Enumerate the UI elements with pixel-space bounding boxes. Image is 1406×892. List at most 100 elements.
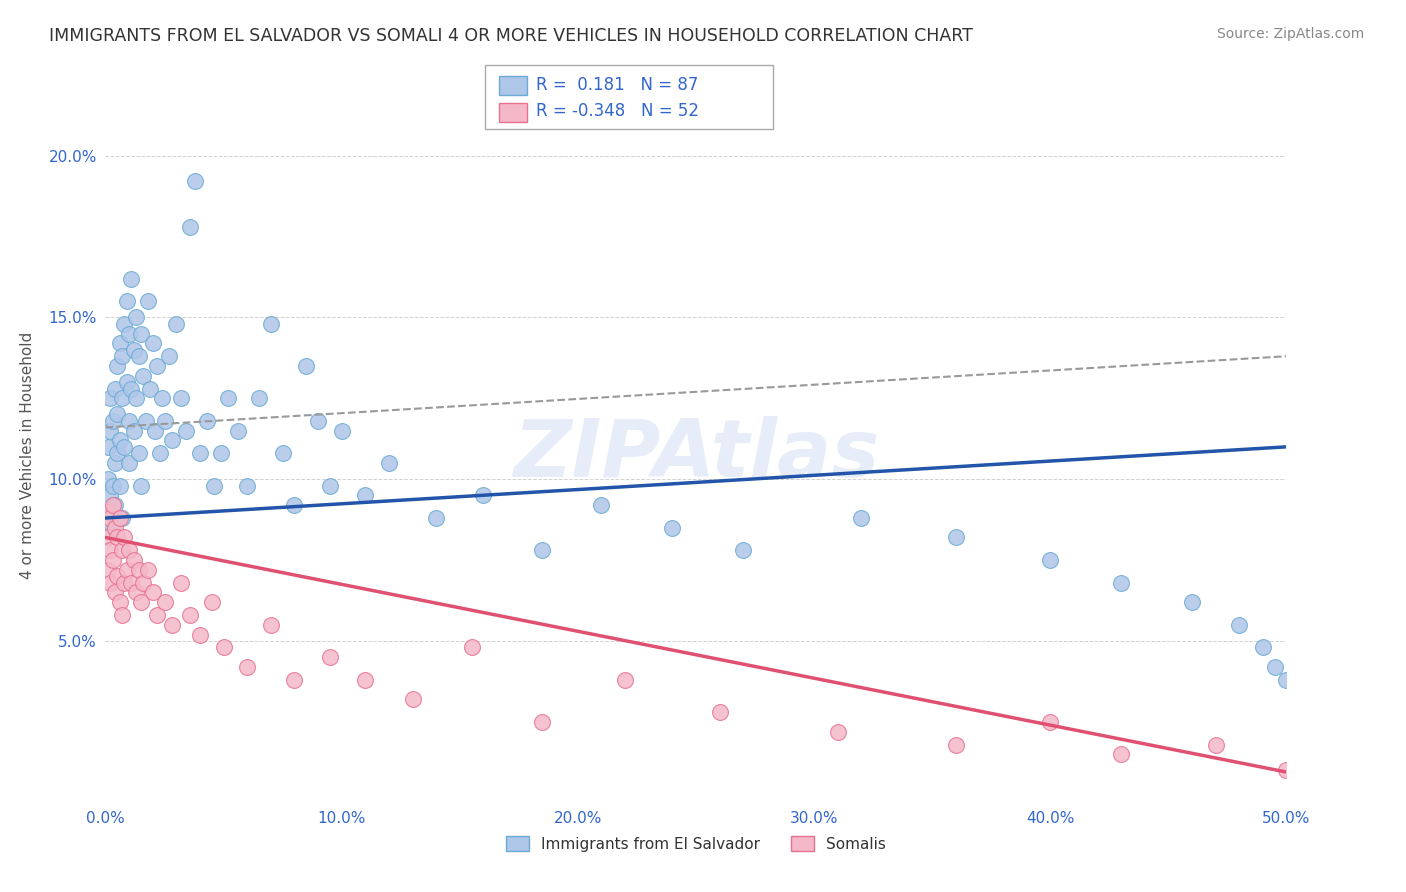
- Point: [1264, 660, 1286, 674]
- Point: [128, 446, 150, 460]
- Point: [1275, 764, 1298, 778]
- Point: [202, 478, 225, 492]
- Point: [118, 326, 141, 341]
- Point: [401, 692, 423, 706]
- Point: [531, 714, 554, 729]
- Point: [733, 543, 755, 558]
- Point: [179, 608, 201, 623]
- Point: [122, 343, 145, 357]
- Point: [1109, 575, 1132, 590]
- Point: [101, 521, 124, 535]
- Legend: Immigrants from El Salvador, Somalis: Immigrants from El Salvador, Somalis: [501, 830, 891, 858]
- Point: [118, 543, 141, 558]
- Point: [97, 531, 120, 545]
- Point: [150, 392, 173, 406]
- Point: [112, 440, 135, 454]
- Point: [1275, 673, 1298, 687]
- Point: [188, 446, 211, 460]
- Point: [1039, 553, 1062, 567]
- Point: [142, 336, 165, 351]
- Text: IMMIGRANTS FROM EL SALVADOR VS SOMALI 4 OR MORE VEHICLES IN HOUSEHOLD CORRELATIO: IMMIGRANTS FROM EL SALVADOR VS SOMALI 4 …: [49, 27, 973, 45]
- Point: [165, 317, 187, 331]
- Point: [319, 650, 342, 665]
- Point: [330, 424, 353, 438]
- Point: [174, 424, 197, 438]
- Point: [101, 414, 124, 428]
- Point: [827, 724, 849, 739]
- Point: [226, 424, 249, 438]
- Point: [160, 434, 183, 448]
- Point: [108, 511, 131, 525]
- Point: [129, 595, 152, 609]
- Point: [260, 317, 283, 331]
- Point: [98, 392, 121, 406]
- Point: [945, 738, 967, 752]
- Point: [125, 585, 148, 599]
- Point: [425, 511, 447, 525]
- Point: [101, 553, 124, 567]
- Point: [97, 440, 120, 454]
- Point: [104, 585, 127, 599]
- Point: [105, 408, 128, 422]
- Point: [105, 531, 128, 545]
- Point: [112, 575, 135, 590]
- Point: [247, 392, 270, 406]
- Point: [283, 673, 305, 687]
- Point: [129, 478, 152, 492]
- Text: R = -0.348   N = 52: R = -0.348 N = 52: [536, 103, 699, 120]
- Point: [157, 349, 180, 363]
- Point: [1109, 747, 1132, 762]
- Point: [236, 660, 259, 674]
- Point: [115, 294, 138, 309]
- Point: [104, 521, 127, 535]
- Point: [591, 498, 613, 512]
- Point: [97, 504, 120, 518]
- Point: [108, 595, 131, 609]
- Point: [98, 488, 121, 502]
- Point: [112, 531, 135, 545]
- Point: [108, 336, 131, 351]
- Point: [128, 349, 150, 363]
- Point: [271, 446, 294, 460]
- Point: [143, 424, 166, 438]
- Point: [111, 543, 134, 558]
- Point: [104, 456, 127, 470]
- Text: ZIPAtlas: ZIPAtlas: [513, 416, 879, 494]
- Point: [354, 488, 377, 502]
- Point: [179, 219, 201, 234]
- Point: [531, 543, 554, 558]
- Point: [170, 575, 193, 590]
- Point: [101, 478, 124, 492]
- Point: [354, 673, 377, 687]
- Point: [378, 456, 401, 470]
- Point: [125, 310, 148, 325]
- Point: [108, 434, 131, 448]
- Point: [125, 392, 148, 406]
- Point: [122, 553, 145, 567]
- Point: [104, 382, 127, 396]
- Point: [120, 271, 142, 285]
- Point: [661, 521, 683, 535]
- Point: [209, 446, 232, 460]
- Point: [260, 617, 283, 632]
- Point: [111, 511, 134, 525]
- Point: [101, 498, 124, 512]
- Point: [709, 705, 731, 719]
- Point: [146, 359, 169, 373]
- Point: [111, 349, 134, 363]
- Point: [472, 488, 495, 502]
- Point: [146, 608, 169, 623]
- Point: [136, 563, 159, 577]
- Point: [118, 414, 141, 428]
- Point: [98, 575, 121, 590]
- Point: [128, 563, 150, 577]
- Point: [307, 414, 329, 428]
- Point: [120, 575, 142, 590]
- Point: [614, 673, 637, 687]
- Point: [153, 595, 176, 609]
- Point: [105, 446, 128, 460]
- Point: [135, 414, 157, 428]
- Point: [188, 627, 211, 641]
- Point: [201, 595, 224, 609]
- Point: [319, 478, 342, 492]
